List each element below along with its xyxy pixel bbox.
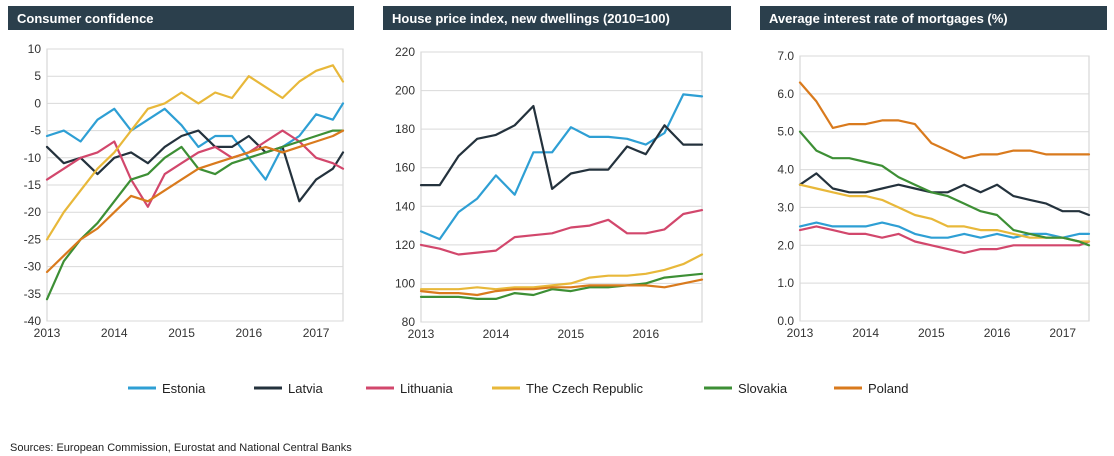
y-tick-label: 7.0 [777, 49, 794, 63]
y-tick-label: 200 [395, 84, 415, 98]
x-tick-label: 2016 [632, 327, 659, 341]
x-tick-label: 2016 [984, 326, 1011, 340]
series-line-estonia [798, 221, 1091, 239]
chart-panels: Consumer confidence 10 5 0 -5 -10 -15 -20 -25 -30… [8, 6, 1107, 341]
y-tick-label: 120 [395, 238, 415, 252]
legend: Estonia Latvia Lithuania The Czech Republic… [128, 381, 908, 396]
chart-panel-1: Consumer confidence 10 5 0 -5 -10 -15 -20 -25 -30… [8, 6, 354, 340]
chart-title-bar [383, 6, 731, 30]
y-tick-label: 2.0 [777, 238, 794, 252]
series-line-slovakia [419, 272, 704, 300]
legend-label-lithuania: Lithuania [400, 381, 454, 396]
series-line-latvia [419, 104, 704, 190]
y-tick-label: 140 [395, 199, 415, 213]
legend-label-estonia: Estonia [162, 381, 206, 396]
x-tick-label: 2014 [852, 326, 879, 340]
chart-title: Consumer confidence [17, 11, 154, 26]
chart-title: House price index, new dwellings (2010=1… [392, 11, 670, 26]
chart-panel-3: Average interest rate of mortgages (%) 7.… [760, 6, 1107, 340]
y-tick-label: 220 [395, 45, 415, 59]
chart-title: Average interest rate of mortgages (%) [769, 11, 1008, 26]
chart-panel-2: House price index, new dwellings (2010=1… [383, 6, 731, 341]
series-line-slovakia [45, 129, 345, 301]
source-note: Sources: European Commission, Eurostat a… [10, 442, 352, 454]
series-line-latvia [798, 172, 1091, 217]
plot-frame [799, 55, 1090, 322]
legend-label-the-czech-republic: The Czech Republic [526, 381, 644, 396]
x-tick-label: 2014 [101, 326, 128, 340]
series-line-latvia [45, 129, 345, 203]
y-tick-label: -30 [24, 260, 42, 274]
x-tick-label: 2013 [408, 327, 435, 341]
y-tick-label: 0 [34, 96, 41, 110]
y-tick-label: 5.0 [777, 125, 794, 139]
y-tick-label: -20 [24, 205, 42, 219]
x-tick-label: 2013 [787, 326, 814, 340]
y-tick-label: 3.0 [777, 200, 794, 214]
x-tick-label: 2017 [1049, 326, 1076, 340]
y-tick-label: 160 [395, 161, 415, 175]
y-tick-label: -40 [24, 314, 42, 328]
x-tick-label: 2016 [235, 326, 262, 340]
x-tick-label: 2013 [34, 326, 61, 340]
legend-label-latvia: Latvia [288, 381, 323, 396]
y-tick-label: 10 [28, 42, 42, 56]
y-tick-label: 100 [395, 276, 415, 290]
y-tick-label: 4.0 [777, 163, 794, 177]
legend-label-poland: Poland [868, 381, 908, 396]
x-tick-label: 2014 [483, 327, 510, 341]
y-tick-label: -15 [24, 178, 42, 192]
series-line-lithuania [798, 225, 1091, 254]
legend-label-slovakia: Slovakia [738, 381, 788, 396]
x-tick-label: 2015 [558, 327, 585, 341]
series-line-estonia [45, 102, 345, 181]
y-tick-label: -25 [24, 232, 42, 246]
y-tick-label: 6.0 [777, 87, 794, 101]
y-tick-label: 180 [395, 122, 415, 136]
series-line-the-czech-republic [45, 64, 345, 241]
y-tick-label: 80 [402, 315, 416, 329]
series-line-the-czech-republic [419, 253, 704, 291]
plot-frame [420, 51, 703, 323]
y-tick-label: 5 [34, 69, 41, 83]
series-line-estonia [419, 93, 704, 241]
series-line-slovakia [798, 130, 1091, 247]
y-tick-label: 1.0 [777, 276, 794, 290]
chart-title-bar [760, 6, 1107, 30]
x-tick-label: 2015 [918, 326, 945, 340]
y-tick-label: -10 [24, 151, 42, 165]
y-tick-label: -35 [24, 287, 42, 301]
y-tick-label: 0.0 [777, 314, 794, 328]
series-line-lithuania [419, 209, 704, 256]
series-line-poland [798, 81, 1091, 160]
y-tick-label: -5 [30, 124, 41, 138]
x-tick-label: 2015 [168, 326, 195, 340]
series-line-poland [45, 129, 345, 274]
chart-title-bar [8, 6, 354, 30]
series-line-poland [419, 278, 704, 297]
x-tick-label: 2017 [303, 326, 330, 340]
